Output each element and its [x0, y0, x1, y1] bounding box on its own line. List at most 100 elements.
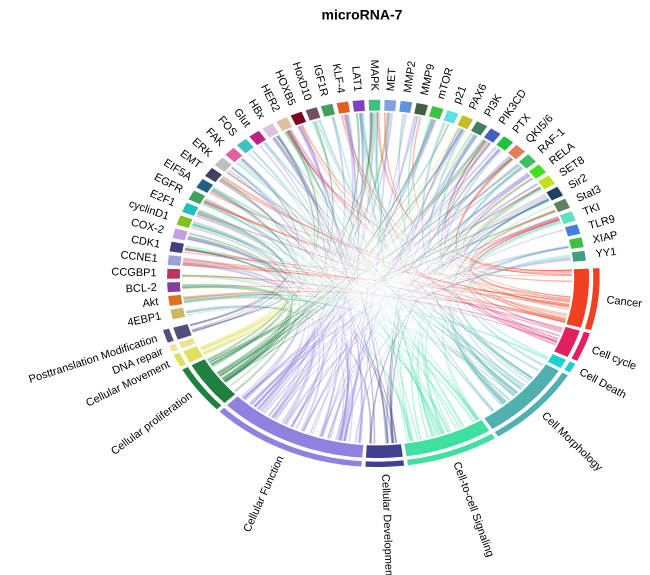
category-outer-arc — [584, 268, 600, 331]
chord — [226, 171, 526, 387]
category-segment — [173, 324, 192, 340]
gene-segment — [553, 198, 570, 213]
gene-segment — [384, 99, 397, 112]
gene-segment — [167, 282, 181, 293]
category-label: Cell-to-cell Signaling — [450, 460, 496, 558]
gene-segment — [414, 103, 428, 116]
chart-title: microRNA-7 — [322, 7, 403, 23]
gene-segment — [236, 138, 254, 154]
category-outer-arc — [163, 328, 174, 343]
gene-label: CCGBP1 — [111, 266, 157, 279]
gene-segment — [443, 110, 459, 124]
chord — [248, 152, 510, 401]
gene-segment — [262, 123, 279, 138]
category-label: Cellular Function — [241, 454, 286, 534]
gene-segment — [225, 147, 243, 163]
category-segment — [566, 268, 589, 328]
gene-label: YY1 — [595, 246, 617, 261]
gene-segment — [484, 128, 501, 143]
chord — [229, 120, 334, 387]
gene-segment — [249, 130, 266, 146]
category-segment — [484, 364, 559, 429]
gene-label: MAPK — [368, 60, 380, 92]
gene-segment — [176, 215, 193, 228]
chord — [183, 291, 566, 323]
gene-segment — [564, 224, 581, 237]
chord — [212, 187, 540, 372]
category-label: Cell Morphology — [539, 410, 605, 474]
gene-label: MET — [385, 67, 398, 91]
gene-segment — [428, 106, 444, 120]
category-outer-arc — [494, 372, 568, 437]
gene-segment — [352, 100, 365, 112]
category-label: Cellular proliferation — [109, 390, 195, 458]
chord — [184, 248, 571, 302]
gene-segment — [168, 294, 183, 306]
chord — [241, 157, 349, 441]
gene-label: 4EBP1 — [126, 310, 162, 329]
gene-label: CDK1 — [130, 234, 161, 251]
category-segment — [404, 420, 490, 457]
gene-segment — [529, 164, 546, 179]
chord — [207, 199, 550, 362]
chords — [181, 112, 573, 444]
gene-segment — [457, 115, 474, 130]
chord — [256, 146, 498, 410]
category-label: Cell cycle — [590, 344, 638, 372]
category-label: Cellular Development — [379, 474, 395, 575]
gene-segment — [368, 99, 381, 111]
chord — [407, 115, 517, 395]
chord — [343, 114, 408, 442]
chord — [183, 295, 285, 349]
category-outer-arc — [365, 460, 405, 467]
chord — [184, 247, 293, 382]
gene-segment — [538, 175, 555, 190]
category-segment — [227, 396, 364, 458]
gene-segment — [170, 307, 186, 320]
chord — [193, 220, 325, 432]
gene-segment — [205, 167, 222, 183]
chord — [283, 131, 465, 428]
gene-label: LAT1 — [349, 66, 363, 92]
gene-segment — [571, 250, 586, 262]
gene-segment — [336, 101, 350, 114]
gene-segment — [559, 211, 576, 225]
gene-segment — [471, 121, 488, 136]
gene-segment — [518, 154, 536, 169]
category-segment — [179, 338, 196, 349]
gene-label: MMP9 — [419, 63, 438, 97]
category-segment — [191, 359, 236, 403]
gene-segment — [167, 268, 181, 279]
chord — [253, 149, 501, 407]
chord — [236, 162, 519, 394]
gene-label: CCNE1 — [120, 249, 158, 265]
category-outer-arc — [173, 352, 187, 367]
gene-label: TKI — [582, 201, 602, 218]
chord — [455, 187, 542, 384]
category-outer-arc — [169, 343, 178, 352]
gene-segment — [290, 111, 307, 126]
category-segment — [547, 354, 566, 368]
chord — [451, 165, 531, 382]
chord — [202, 194, 547, 354]
gene-segment — [172, 228, 188, 241]
chord — [468, 219, 563, 331]
chord — [321, 115, 417, 438]
chord — [182, 263, 571, 302]
gene-segment — [569, 237, 584, 249]
chord — [211, 188, 301, 393]
category-label: Cancer — [606, 294, 643, 310]
gene-segment — [320, 103, 335, 117]
gene-segment — [182, 202, 199, 216]
category-outer-arc — [219, 407, 362, 467]
gene-label: Akt — [142, 296, 159, 310]
category-segment — [554, 326, 580, 357]
gene-segment — [169, 241, 184, 253]
chord — [231, 166, 349, 441]
category-segment — [183, 346, 203, 363]
gene-segment — [399, 100, 413, 113]
chord — [182, 258, 570, 308]
gene-segment — [546, 186, 563, 201]
chord — [197, 211, 562, 333]
